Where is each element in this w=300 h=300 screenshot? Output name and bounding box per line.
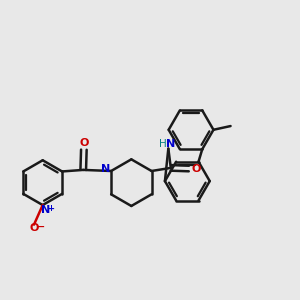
Text: O: O — [29, 224, 39, 233]
Text: H: H — [159, 139, 166, 148]
Text: N: N — [166, 139, 175, 148]
Text: O: O — [191, 164, 200, 173]
Text: +: + — [47, 204, 54, 213]
Text: N: N — [101, 164, 110, 173]
Text: −: − — [37, 222, 45, 232]
Text: N: N — [41, 205, 50, 215]
Text: O: O — [79, 138, 88, 148]
